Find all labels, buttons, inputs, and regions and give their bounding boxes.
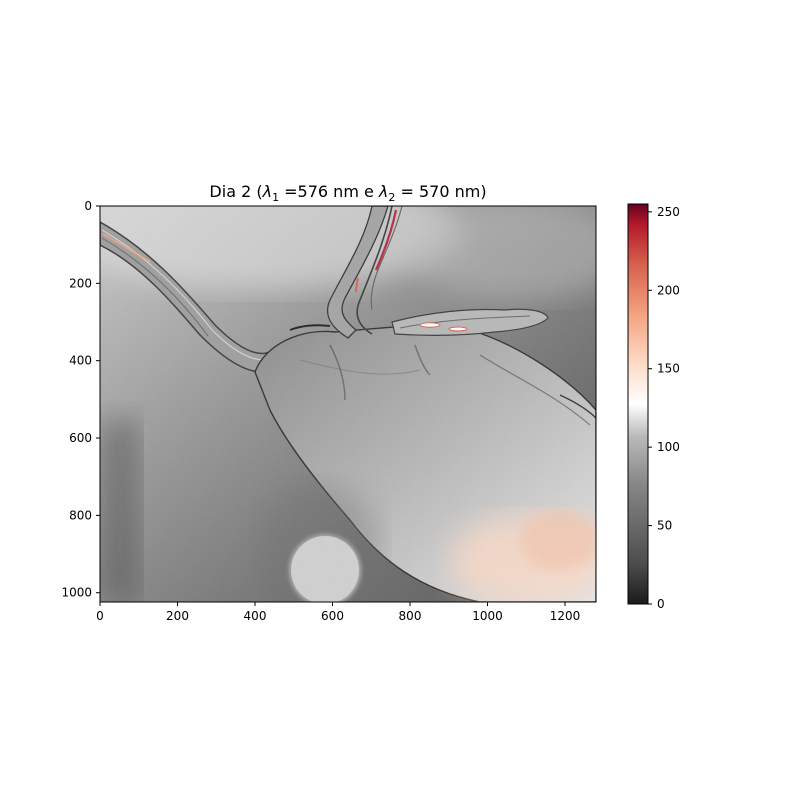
y-tick-label: 400 xyxy=(69,354,92,368)
colorbar-tick-label: 150 xyxy=(657,362,680,376)
y-tick-label: 0 xyxy=(84,199,92,213)
colorbar-tick-label: 250 xyxy=(657,205,680,219)
y-tick-label: 600 xyxy=(69,431,92,445)
colorbar-tick-label: 50 xyxy=(657,519,672,533)
colorbar-tick-label: 0 xyxy=(657,597,665,611)
x-axis: 0 200 400 600 800 1000 1200 xyxy=(96,602,580,623)
heatmap-image xyxy=(100,206,596,602)
chart-title: Dia 2 (λ1 =576 nm e λ2 = 570 nm) xyxy=(209,182,486,204)
colorbar-tick-label: 100 xyxy=(657,440,680,454)
x-tick-label: 200 xyxy=(166,609,189,623)
x-tick-label: 1000 xyxy=(472,609,503,623)
colorbar-axis: 0 50 100 150 200 250 xyxy=(648,205,680,611)
colorbar xyxy=(627,203,649,605)
y-tick-label: 200 xyxy=(69,276,92,290)
colorbar-tick-label: 200 xyxy=(657,283,680,297)
y-axis: 0 200 400 600 800 1000 xyxy=(61,199,100,600)
plot-frame xyxy=(99,205,597,603)
x-tick-label: 400 xyxy=(244,609,267,623)
y-tick-label: 1000 xyxy=(61,586,92,600)
y-tick-label: 800 xyxy=(69,508,92,522)
x-tick-label: 600 xyxy=(321,609,344,623)
x-tick-label: 0 xyxy=(96,609,104,623)
x-tick-label: 800 xyxy=(399,609,422,623)
x-tick-label: 1200 xyxy=(550,609,581,623)
